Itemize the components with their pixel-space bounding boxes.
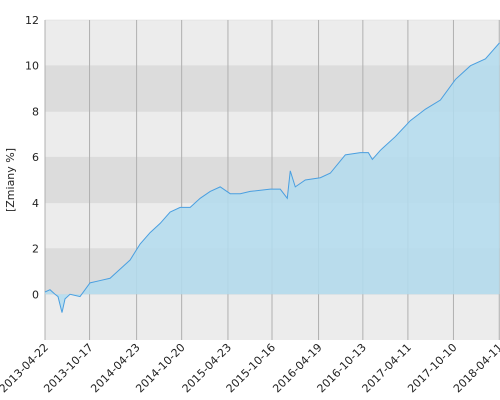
area: [45, 42, 500, 313]
y-axis-label: [Zmiany %]: [4, 148, 17, 212]
y-tick-label: 8: [32, 105, 39, 118]
y-tick-label: 2: [32, 243, 39, 256]
y-tick-label: 0: [32, 288, 39, 301]
band: [45, 20, 500, 66]
y-tick-label: 12: [25, 14, 39, 27]
y-tick-label: 10: [25, 60, 39, 73]
band: [45, 294, 500, 340]
y-tick-label: 4: [32, 197, 39, 210]
band: [45, 65, 500, 112]
line: [44, 42, 500, 313]
y-tick-label: 6: [32, 151, 39, 164]
